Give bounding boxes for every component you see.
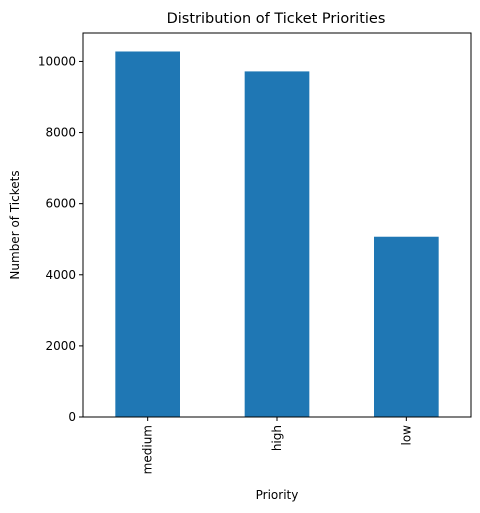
y-tick-label-4000: 4000 [45,268,76,282]
y-tick-label-6000: 6000 [45,197,76,211]
bar-medium [115,51,180,418]
y-tick-label-8000: 8000 [45,126,76,140]
x-tick-label-high: high [270,425,284,451]
y-axis-title: Number of Tickets [8,170,22,279]
x-axis-ticks: medium high low [141,417,413,474]
y-tick-label-2000: 2000 [45,339,76,353]
bar-high [244,71,310,418]
y-tick-label-0: 0 [68,410,76,424]
x-tick-label-low: low [399,425,413,446]
chart-title: Distribution of Ticket Priorities [167,11,386,27]
plot-frame [82,32,472,418]
bar-low [374,236,439,417]
x-axis-title: Priority [256,488,299,502]
y-tick-label-10000: 10000 [38,54,76,68]
x-tick-label-medium: medium [141,425,155,474]
y-axis-ticks: 0 2000 4000 6000 8000 10000 [38,54,83,424]
bars-group [115,51,439,418]
